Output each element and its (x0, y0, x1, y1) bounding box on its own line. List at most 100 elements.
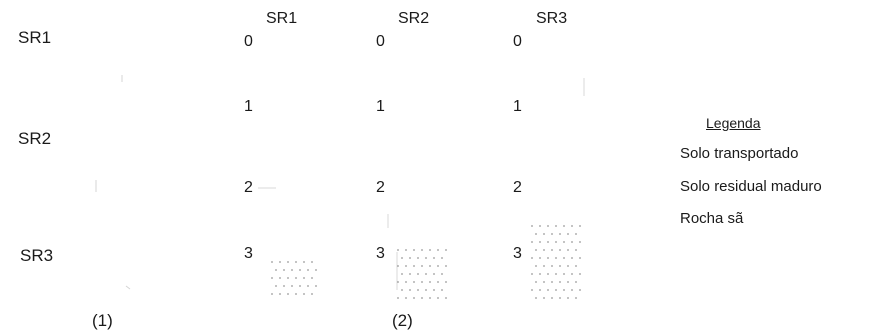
left-faint-marks (95, 75, 131, 290)
rock-stipple-zones (271, 225, 581, 299)
stipple-dot (567, 297, 569, 299)
stipple-dot (543, 265, 545, 267)
stipple-dot (437, 265, 439, 267)
stipple-dot (295, 277, 297, 279)
stipple-dot (531, 241, 533, 243)
stipple-dot (547, 225, 549, 227)
stipple-dot (303, 293, 305, 295)
stipple-dot (579, 225, 581, 227)
stipple-dot (429, 249, 431, 251)
stipple-dot (571, 273, 573, 275)
legend-item-solo-transportado: Solo transportado (680, 145, 799, 162)
column-faint-lines (258, 78, 585, 290)
stipple-dot (437, 249, 439, 251)
profile-1-tick-2: 2 (244, 179, 253, 196)
stipple-dot (579, 241, 581, 243)
legend-item-solo-residual-maduro: Solo residual maduro (680, 178, 822, 195)
stipple-dot (563, 225, 565, 227)
stipple-dot (295, 261, 297, 263)
stipple-dot (405, 281, 407, 283)
stipple-dot (421, 265, 423, 267)
legend-item-rocha-sa: Rocha sã (680, 210, 744, 227)
stipple-dot (307, 285, 309, 287)
stipple-dot (535, 297, 537, 299)
stipple-dot (283, 285, 285, 287)
stipple-dot (543, 233, 545, 235)
stipple-dot (433, 257, 435, 259)
stipple-dot (315, 285, 317, 287)
stipple-dot (401, 257, 403, 259)
stipple-dot (539, 257, 541, 259)
stipple-dot (445, 265, 447, 267)
stipple-dot (539, 289, 541, 291)
caption-2: (2) (392, 311, 413, 330)
caption-1: (1) (92, 311, 113, 330)
legend-title: Legenda (706, 115, 761, 131)
stipple-dot (413, 297, 415, 299)
stipple-dot (539, 241, 541, 243)
stipple-dot (413, 281, 415, 283)
stipple-dot (433, 273, 435, 275)
stipple-dot (441, 257, 443, 259)
stipple-dot (417, 257, 419, 259)
stipple-dot (571, 241, 573, 243)
stipple-dot (547, 273, 549, 275)
stipple-dot (421, 281, 423, 283)
stipple-dot (551, 265, 553, 267)
stipple-dot (271, 277, 273, 279)
stipple-dot (271, 293, 273, 295)
stipple-dot (579, 273, 581, 275)
stipple-dot (299, 269, 301, 271)
profile-2-tick-1: 1 (376, 98, 385, 115)
stipple-dot (421, 249, 423, 251)
stipple-dot (567, 249, 569, 251)
stipple-dot (563, 241, 565, 243)
profile-3-title: SR3 (536, 10, 568, 27)
stipple-dot (551, 281, 553, 283)
stipple-dot (555, 273, 557, 275)
stipple-dot (531, 289, 533, 291)
stipple-dot (575, 265, 577, 267)
profile-1-tick-1: 1 (244, 98, 253, 115)
stipple-dot (417, 273, 419, 275)
stipple-dot (405, 297, 407, 299)
stipple-dot (303, 261, 305, 263)
stipple-dot (287, 277, 289, 279)
profile-3-tick-3: 3 (513, 245, 522, 262)
stipple-dot (397, 281, 399, 283)
stipple-dot (535, 233, 537, 235)
stipple-dot (433, 289, 435, 291)
stipple-dot (417, 289, 419, 291)
profile-3-tick-0: 0 (513, 33, 522, 50)
stipple-dot (425, 273, 427, 275)
stipple-dot (555, 225, 557, 227)
stipple-dot (421, 297, 423, 299)
stipple-dot (425, 257, 427, 259)
stipple-dot (303, 277, 305, 279)
stipple-dot (279, 277, 281, 279)
stipple-dot (563, 273, 565, 275)
stipple-dot (531, 257, 533, 259)
stipple-dot (401, 289, 403, 291)
stipple-dot (531, 225, 533, 227)
stipple-dot (547, 289, 549, 291)
stipple-dot (539, 273, 541, 275)
stipple-dot (279, 261, 281, 263)
stipple-dot (535, 281, 537, 283)
stipple-dot (575, 233, 577, 235)
stipple-dot (283, 269, 285, 271)
profile-3-tick-2: 2 (513, 179, 522, 196)
stipple-dot (539, 225, 541, 227)
profile-1-tick-3: 3 (244, 245, 253, 262)
stipple-dot (425, 289, 427, 291)
stipple-dot (279, 293, 281, 295)
stipple-dot (567, 233, 569, 235)
profile-3-tick-1: 1 (513, 98, 522, 115)
profile-2-tick-2: 2 (376, 179, 385, 196)
stipple-dot (445, 281, 447, 283)
stipple-dot (571, 257, 573, 259)
profile-1-tick-0: 0 (244, 33, 253, 50)
stipple-dot (291, 269, 293, 271)
stipple-dot (555, 257, 557, 259)
stipple-dot (531, 273, 533, 275)
